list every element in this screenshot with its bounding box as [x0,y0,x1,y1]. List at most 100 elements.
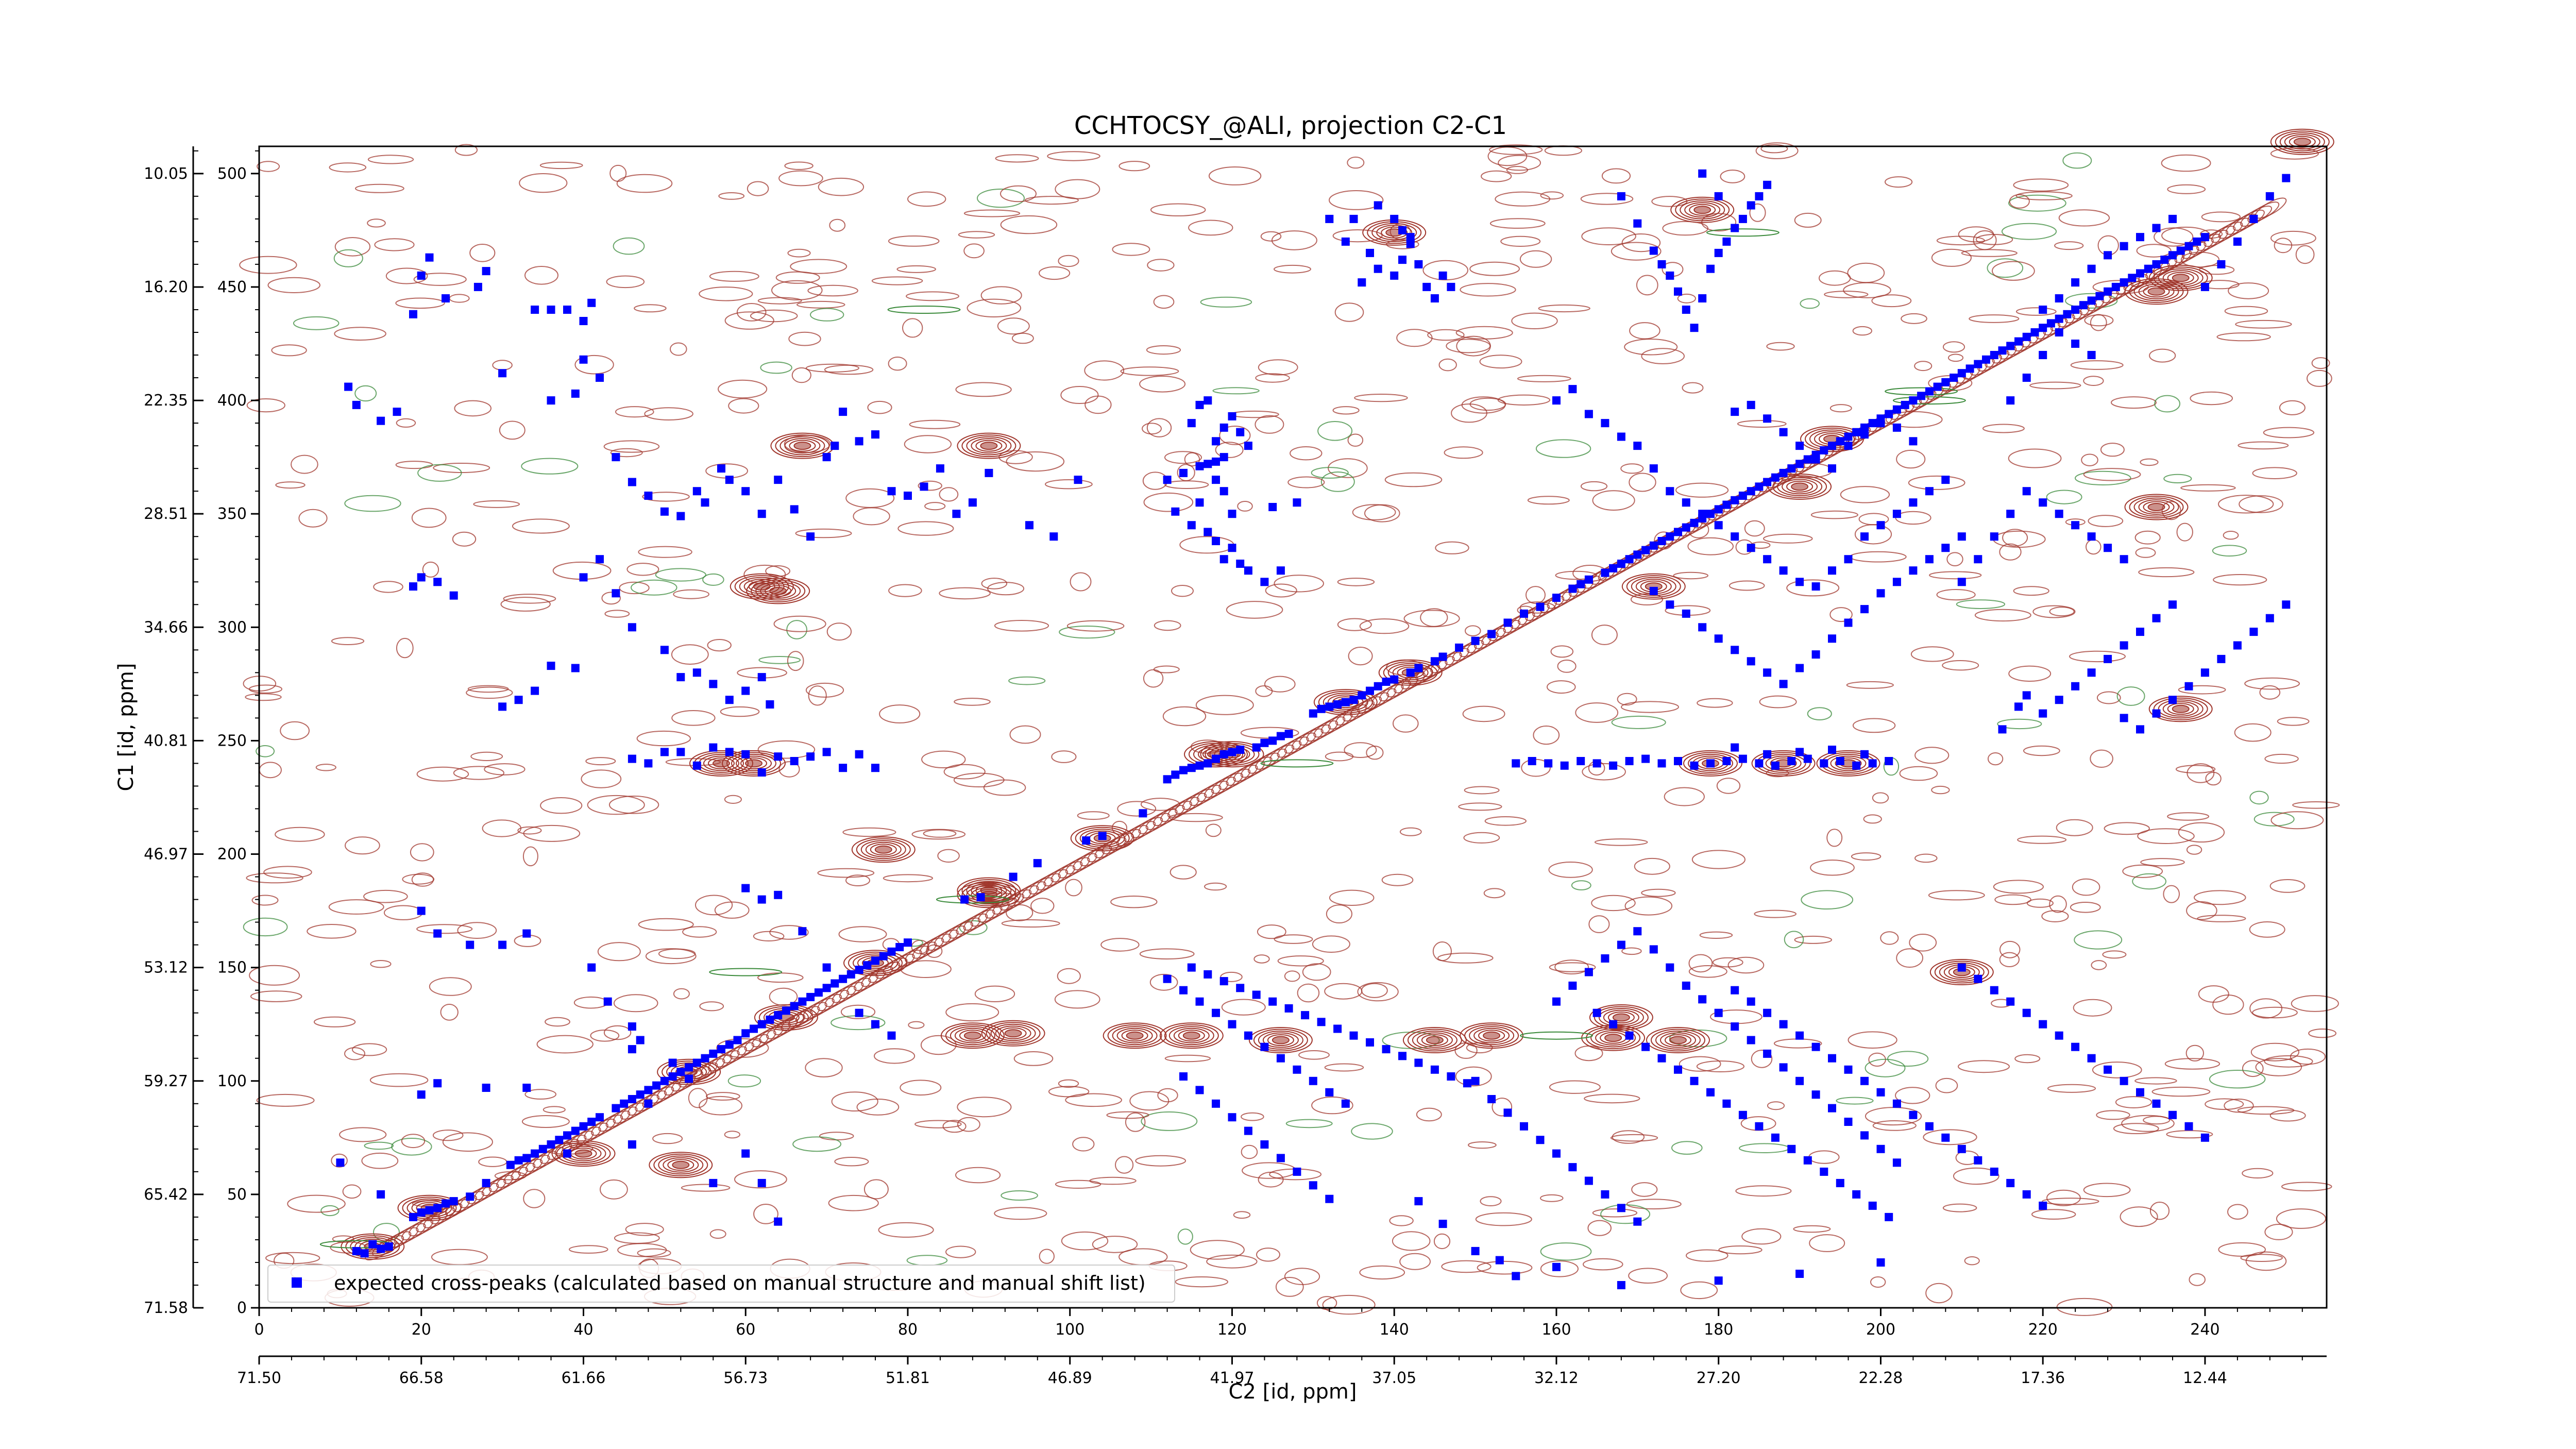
contour-noise [1153,295,1175,309]
contour-noise [1527,496,1570,505]
contour-noise [2031,1209,2076,1220]
contour-noise [750,309,798,323]
contour-noise [1548,862,1593,878]
cross-peak [1690,518,1699,527]
cross-peak [336,1158,345,1167]
contour-noise [1118,161,1150,172]
contour-noise [1519,250,1552,268]
contour-noise [2069,650,2126,663]
contour-noise [411,872,434,887]
contour-noise [1084,360,1125,381]
contour-noise [1399,1253,1431,1270]
cross-peak [1917,392,1926,400]
cross-peak [1779,1063,1788,1072]
contour-noise [1852,718,1896,733]
cross-peak [442,1199,450,1208]
cross-peak [1447,282,1455,291]
contour-noise [2295,245,2315,264]
cross-peak [1438,652,1447,661]
cross-peak [1909,396,1918,405]
cross-peak [628,754,636,763]
contour-noise [638,546,692,558]
contour-noise [1347,156,1365,169]
contour-peak [1116,1027,1153,1043]
contour-noise [805,363,860,373]
contour-peak [1607,1012,1635,1023]
contour-noise [995,154,1039,163]
contour-noise [1381,873,1414,886]
cross-peak [1276,732,1285,740]
contour-noise [953,772,1005,788]
cross-peak [1236,746,1245,754]
contour-noise [2136,244,2172,258]
cross-peak [1747,1036,1755,1044]
contour-noise [1956,599,2006,609]
cross-peak [2022,374,2031,382]
cross-peak [839,974,848,983]
contour-noise [1475,1212,1532,1226]
cross-peak [587,298,596,307]
cross-peak [1228,1020,1236,1029]
contour-noise [1465,625,1481,636]
contour-noise [2111,396,2157,409]
contour-diagonal [1138,813,1171,834]
contour-noise [587,795,645,815]
contour-noise [585,757,616,766]
cross-peak [1171,770,1180,779]
cross-peak [1552,997,1561,1006]
cross-peak [2104,544,2112,552]
cross-peak [2168,251,2177,260]
contour-peak [963,1031,981,1040]
contour-noise [1847,262,1885,283]
contour-noise [619,581,650,595]
contour-peak [1621,573,1686,600]
contour-peak [1258,1031,1303,1050]
contour-noise [758,656,801,664]
contour-noise [385,267,428,284]
contour-noise [1826,829,1843,847]
contour-noise [1810,510,1858,519]
contour-peak [1107,1024,1162,1047]
cross-peak [1438,271,1447,280]
contour-noise [2242,1168,2274,1178]
contour-noise [1455,326,1513,340]
cross-peak [904,492,912,500]
contour-peak [1669,1036,1687,1044]
cross-peak [636,1090,645,1099]
cross-peak [1657,1054,1666,1063]
cross-peak [596,1113,604,1122]
cross-peak [1325,1088,1334,1097]
contour-noise [1000,185,1037,203]
contour-peak [1478,1030,1505,1042]
x-tick-label: 220 [2028,1321,2058,1339]
cross-peak [2055,314,2063,323]
contour-noise [1895,1087,1930,1104]
contour-noise [2311,357,2330,369]
cross-peak [920,482,928,491]
cross-peak [522,1154,531,1162]
cross-peak [1795,578,1804,586]
contour-noise [1255,373,1290,383]
contour-peak [1248,1027,1313,1053]
cross-peak [709,1049,718,1058]
contour-peak [1460,1022,1524,1049]
cross-peak [668,1058,677,1067]
cross-peak [1828,566,1836,575]
contour-noise [2234,723,2272,742]
contour-noise [1641,348,1685,364]
x-ppm-label: 61.66 [562,1369,606,1387]
cross-peak [2200,233,2209,242]
contour-peak [1603,1009,1639,1025]
contour-noise [396,637,414,659]
contour-peak [2124,494,2189,520]
contour-peak [1402,1027,1467,1053]
contour-peak [1791,482,1809,491]
contour-noise [1481,170,1512,182]
contour-peak [2270,128,2334,155]
contour-noise [369,1073,429,1087]
contour-noise [1489,218,1546,229]
contour-noise [2062,152,2092,169]
legend: expected cross-peaks (calculated based o… [267,1265,1175,1303]
contour-noise [2270,230,2316,246]
contour-noise [2132,873,2167,890]
